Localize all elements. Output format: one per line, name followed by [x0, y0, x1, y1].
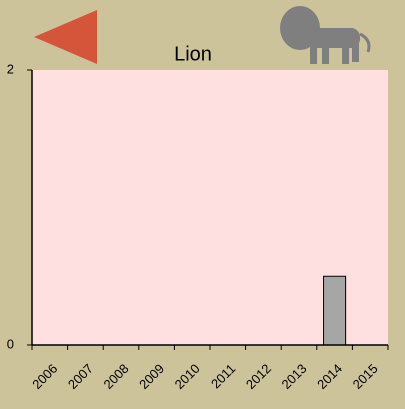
y-tick-label: 2 — [7, 61, 14, 76]
chart-title: Lion — [174, 43, 212, 65]
lion-icon — [280, 6, 371, 64]
y-tick-label: 0 — [7, 336, 14, 351]
bar — [323, 275, 347, 346]
back-button[interactable] — [34, 10, 97, 64]
